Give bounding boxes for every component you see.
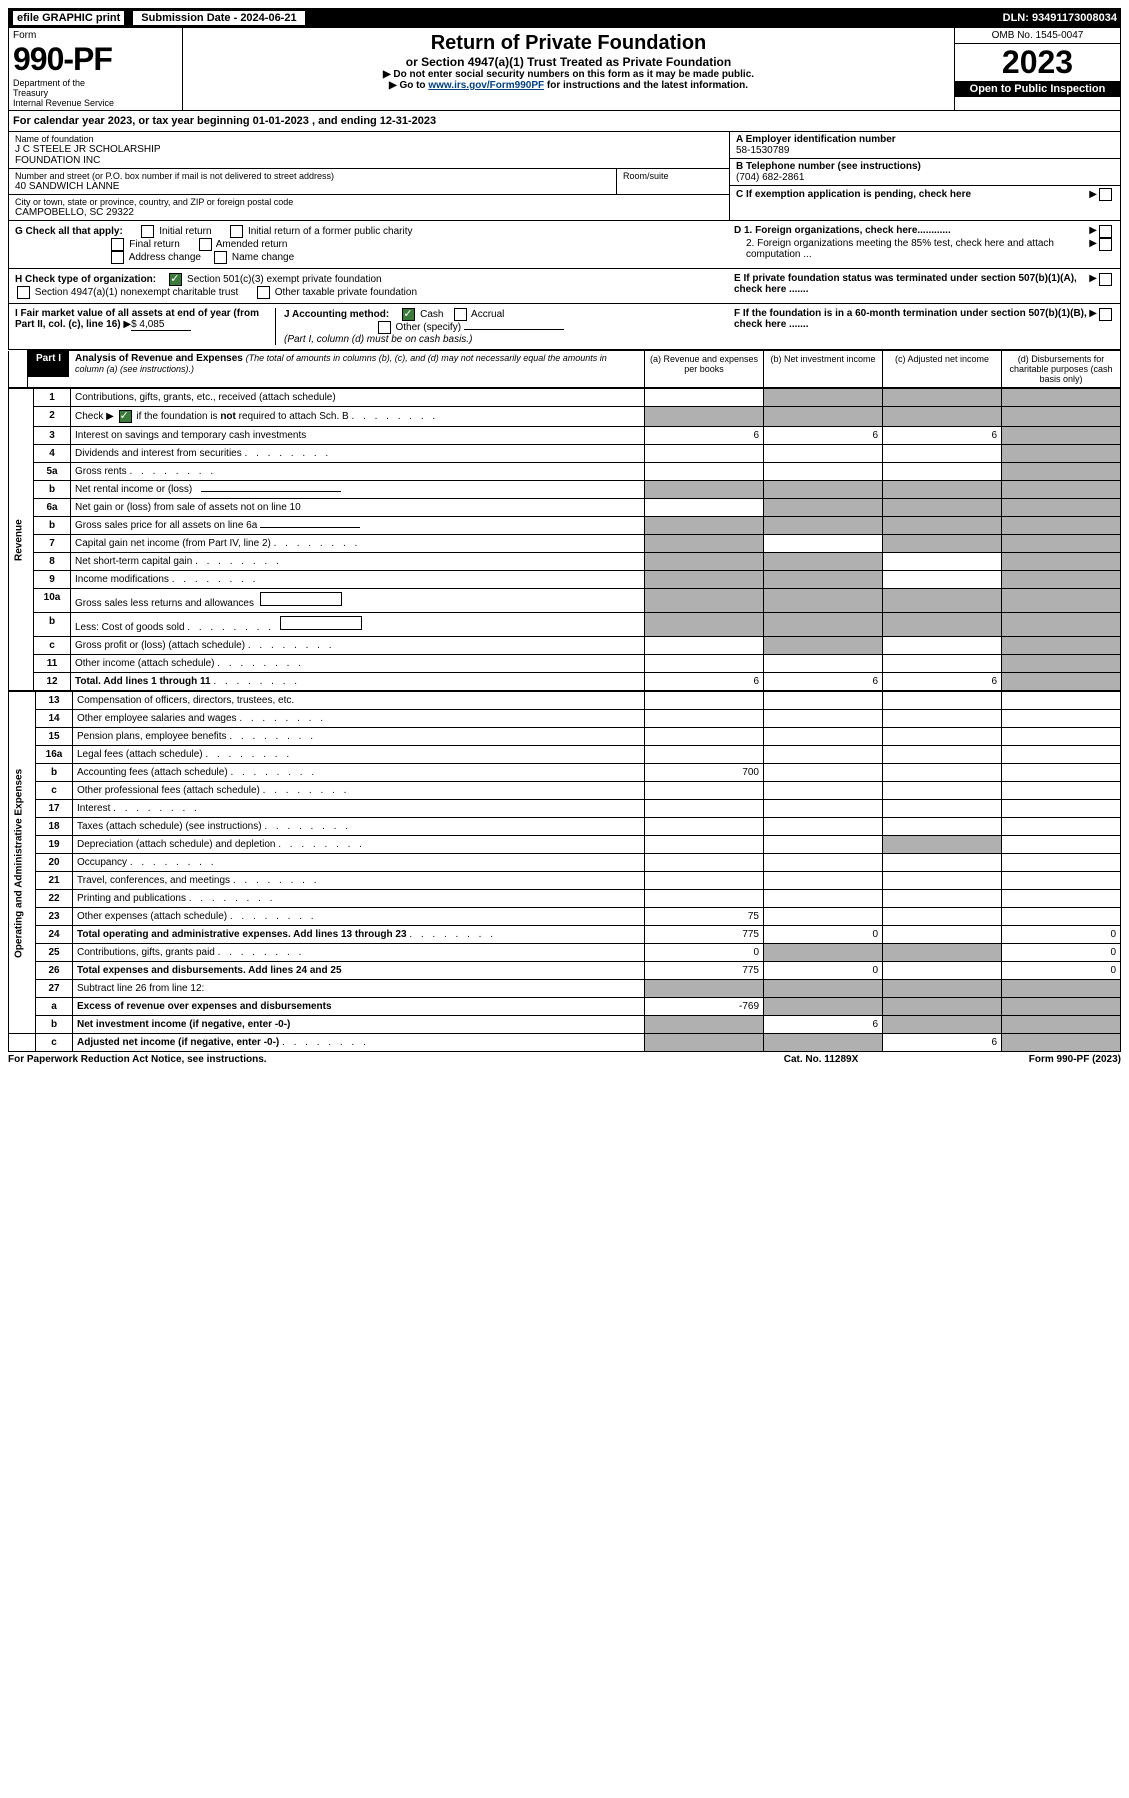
col-b-hdr: (b) Net investment income: [764, 351, 883, 388]
i-val: $ 4,085: [131, 319, 191, 331]
open-public: Open to Public Inspection: [955, 81, 1120, 97]
name-val: J C STEELE JR SCHOLARSHIPFOUNDATION INC: [15, 144, 723, 166]
j-other-checkbox[interactable]: [378, 321, 391, 334]
instr-2: ▶ Go to www.irs.gov/Form990PF for instru…: [187, 80, 950, 91]
efile-badge[interactable]: efile GRAPHIC print: [12, 10, 125, 26]
dln: DLN: 93491173008034: [1003, 12, 1117, 24]
expenses-label: Operating and Administrative Expenses: [9, 692, 36, 1034]
j-label: J Accounting method:: [284, 309, 389, 320]
g-initial-former-checkbox[interactable]: [230, 225, 243, 238]
tel-label: B Telephone number (see instructions): [736, 161, 1114, 172]
addr-label: Number and street (or P.O. box number if…: [15, 171, 610, 181]
revenue-table: Revenue 1Contributions, gifts, grants, e…: [8, 388, 1121, 691]
e-label: E If private foundation status was termi…: [734, 273, 1089, 295]
part1-table: Part I Analysis of Revenue and Expenses …: [8, 350, 1121, 388]
header-right: OMB No. 1545-0047 2023 Open to Public In…: [954, 28, 1120, 110]
submission-date: Submission Date - 2024-06-21: [133, 11, 304, 25]
j-note: (Part I, column (d) must be on cash basi…: [284, 334, 472, 345]
ein-val: 58-1530789: [736, 145, 1114, 156]
ij-row: I Fair market value of all assets at end…: [8, 304, 1121, 350]
title-sub: or Section 4947(a)(1) Trust Treated as P…: [187, 55, 950, 69]
c-checkbox[interactable]: [1099, 188, 1112, 201]
instr-1: ▶ Do not enter social security numbers o…: [187, 69, 950, 80]
d1-label: D 1. Foreign organizations, check here..…: [734, 225, 1089, 238]
info-block: Name of foundation J C STEELE JR SCHOLAR…: [8, 132, 1121, 221]
h-4947-checkbox[interactable]: [17, 286, 30, 299]
name-label: Name of foundation: [15, 134, 723, 144]
g-address-checkbox[interactable]: [111, 251, 124, 264]
h-row: H Check type of organization: Section 50…: [8, 269, 1121, 304]
g-final-checkbox[interactable]: [111, 238, 124, 251]
footer-right: Form 990-PF (2023): [921, 1054, 1121, 1065]
form-label: Form: [13, 30, 178, 41]
dept-label: Department of theTreasuryInternal Revenu…: [13, 78, 178, 108]
g-row: G Check all that apply: Initial return I…: [8, 221, 1121, 269]
h-label: H Check type of organization:: [15, 274, 156, 285]
j-accrual-checkbox[interactable]: [454, 308, 467, 321]
g-name-checkbox[interactable]: [214, 251, 227, 264]
omb: OMB No. 1545-0047: [955, 28, 1120, 44]
tel-val: (704) 682-2861: [736, 172, 1114, 183]
d1-checkbox[interactable]: [1099, 225, 1112, 238]
col-d-hdr: (d) Disbursements for charitable purpose…: [1002, 351, 1121, 388]
irs-link[interactable]: www.irs.gov/Form990PF: [428, 80, 544, 91]
expenses-table: Operating and Administrative Expenses 13…: [8, 691, 1121, 1052]
col-c-hdr: (c) Adjusted net income: [883, 351, 1002, 388]
h-other-checkbox[interactable]: [257, 286, 270, 299]
footer: For Paperwork Reduction Act Notice, see …: [8, 1052, 1121, 1067]
addr-val: 40 SANDWICH LANNE: [15, 181, 610, 192]
f-label: F If the foundation is in a 60-month ter…: [734, 308, 1089, 330]
e-checkbox[interactable]: [1099, 273, 1112, 286]
g-initial-checkbox[interactable]: [141, 225, 154, 238]
d2-label: 2. Foreign organizations meeting the 85%…: [734, 238, 1089, 260]
tax-year: 2023: [955, 44, 1120, 81]
ein-label: A Employer identification number: [736, 134, 1114, 145]
c-label: C If exemption application is pending, c…: [736, 189, 1089, 200]
line2-checkbox[interactable]: [119, 410, 132, 423]
top-bar: efile GRAPHIC print Submission Date - 20…: [8, 8, 1121, 28]
footer-left: For Paperwork Reduction Act Notice, see …: [8, 1054, 721, 1065]
room-label: Room/suite: [623, 171, 723, 181]
revenue-label: Revenue: [9, 389, 34, 691]
col-a-hdr: (a) Revenue and expenses per books: [645, 351, 764, 388]
g-label: G Check all that apply:: [15, 226, 123, 237]
header-center: Return of Private Foundation or Section …: [183, 28, 954, 110]
part1-title: Part I: [28, 351, 69, 377]
g-amended-checkbox[interactable]: [199, 238, 212, 251]
footer-mid: Cat. No. 11289X: [721, 1054, 921, 1065]
f-checkbox[interactable]: [1099, 308, 1112, 321]
h-501c3-checkbox[interactable]: [169, 273, 182, 286]
header-left: Form 990-PF Department of theTreasuryInt…: [9, 28, 183, 110]
j-cash-checkbox[interactable]: [402, 308, 415, 321]
part1-heading: Analysis of Revenue and Expenses: [75, 353, 243, 364]
form-number: 990-PF: [13, 41, 178, 78]
city-label: City or town, state or province, country…: [15, 197, 723, 207]
title-main: Return of Private Foundation: [187, 32, 950, 55]
info-left: Name of foundation J C STEELE JR SCHOLAR…: [9, 132, 729, 220]
city-val: CAMPOBELLO, SC 29322: [15, 207, 723, 218]
calendar-year: For calendar year 2023, or tax year begi…: [8, 111, 1121, 132]
header-row: Form 990-PF Department of theTreasuryInt…: [8, 28, 1121, 111]
d2-checkbox[interactable]: [1099, 238, 1112, 251]
info-right: A Employer identification number 58-1530…: [729, 132, 1120, 220]
